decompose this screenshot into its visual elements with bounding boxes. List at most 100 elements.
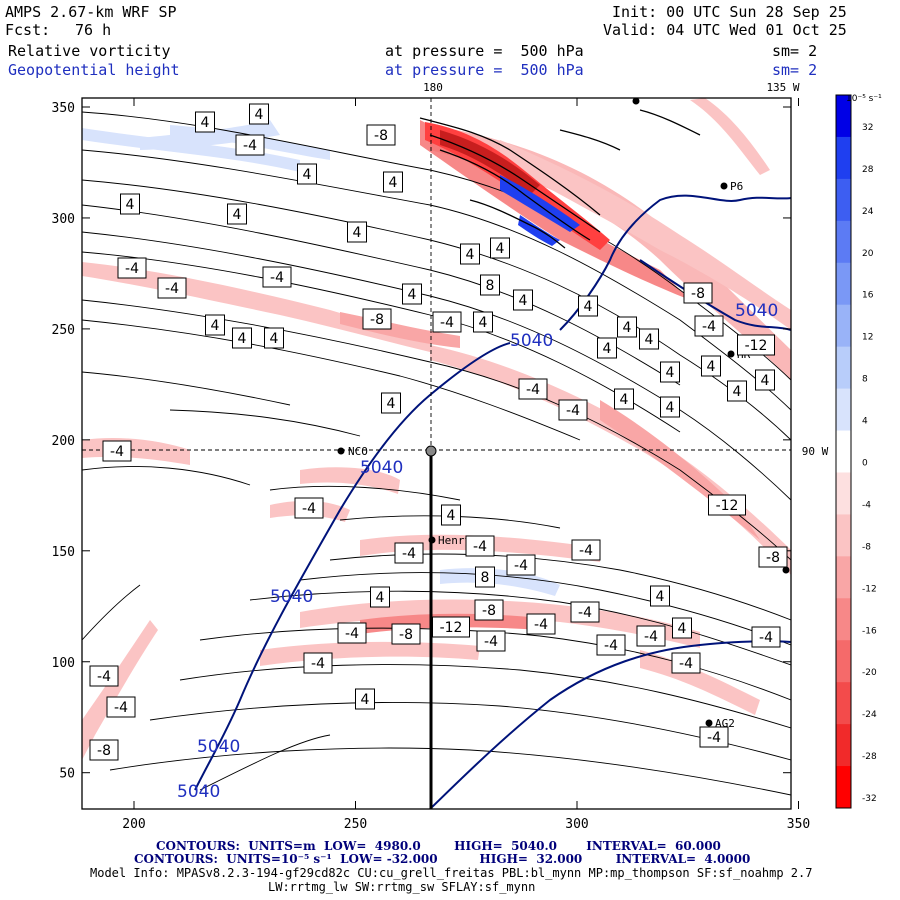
colorbar-label: 32 bbox=[862, 123, 873, 133]
vorticity-label: 4 bbox=[623, 320, 632, 336]
colorbar-label: 24 bbox=[862, 207, 874, 217]
vorticity-label: -8 bbox=[691, 286, 705, 302]
forecast-label: Fcst: bbox=[5, 21, 51, 39]
vorticity-label: -4 bbox=[345, 626, 359, 642]
vorticity-label: -12 bbox=[440, 620, 463, 636]
graticule bbox=[82, 98, 791, 451]
colorbar-label: 16 bbox=[862, 291, 874, 301]
colorbar-label: -28 bbox=[862, 752, 877, 762]
vort-shade-red bbox=[300, 599, 700, 648]
lon-180-label: 180 bbox=[423, 81, 443, 94]
vorticity-label-box bbox=[660, 361, 680, 383]
colorbar-segment bbox=[836, 220, 851, 264]
colorbar-frame bbox=[835, 94, 852, 809]
vorticity-label: -4 bbox=[302, 501, 316, 517]
vorticity-label-box bbox=[294, 497, 324, 519]
vorticity-label-box bbox=[490, 237, 510, 259]
colorbar-segment bbox=[836, 304, 851, 348]
vorticity-label: -4 bbox=[534, 617, 548, 633]
vorticity-label-box bbox=[727, 380, 747, 402]
colorbar-label: -4 bbox=[862, 500, 871, 510]
vorticity-label: 4 bbox=[666, 400, 675, 416]
cross-section-origin bbox=[425, 445, 437, 457]
colorbar-segment bbox=[836, 598, 851, 641]
vorticity-label: -4 bbox=[243, 138, 257, 154]
colorbar-segment bbox=[836, 262, 851, 306]
vorticity-label-box bbox=[475, 566, 495, 588]
vorticity-label-box bbox=[355, 688, 375, 710]
vorticity-label-box bbox=[518, 378, 548, 400]
lon-135w-label: 135 W bbox=[766, 81, 799, 94]
vorticity-label-box bbox=[474, 599, 504, 621]
vorticity-label: -4 bbox=[165, 281, 179, 297]
vorticity-label: 4 bbox=[645, 332, 654, 348]
station-marker bbox=[337, 447, 345, 455]
height-labels: 5040 5040 5040 5040 5040 5040 bbox=[177, 301, 778, 802]
geopotential-height-contours bbox=[194, 194, 791, 809]
colorbar-segment bbox=[836, 724, 851, 767]
vorticity-label-box bbox=[660, 396, 680, 418]
vorticity-label: 4 bbox=[408, 287, 417, 303]
vorticity-label: 4 bbox=[447, 508, 456, 524]
vorticity-label-box bbox=[362, 308, 392, 330]
colorbar-segment bbox=[836, 682, 851, 725]
vorticity-label-box bbox=[157, 277, 187, 299]
colorbar-segment bbox=[836, 766, 851, 809]
vorticity-label-box bbox=[671, 652, 701, 674]
y-tick-label: 50 bbox=[59, 767, 75, 782]
vorticity-label-box bbox=[751, 626, 781, 648]
vorticity-label: -8 bbox=[374, 128, 388, 144]
station-label: NCO bbox=[348, 445, 368, 458]
y-tick-label: 250 bbox=[52, 323, 75, 338]
vorticity-label: 4 bbox=[211, 318, 220, 334]
vorticity-label: -4 bbox=[526, 382, 540, 398]
vorticity-label: -4 bbox=[679, 656, 693, 672]
vorticity-label-box bbox=[558, 399, 588, 421]
vorticity-label-box bbox=[596, 634, 626, 656]
y-tick-label: 300 bbox=[52, 212, 75, 227]
x-tick-label: 250 bbox=[344, 817, 367, 832]
vort-shade-blue bbox=[140, 120, 280, 150]
vorticity-label: 4 bbox=[238, 331, 247, 347]
colorbar-label: -20 bbox=[862, 668, 877, 678]
vorticity-label-box bbox=[249, 103, 269, 125]
vorticity-label: -8 bbox=[97, 743, 111, 759]
vorticity-label: -4 bbox=[578, 605, 592, 621]
colorbar-segment bbox=[836, 346, 851, 390]
vorticity-label: 4 bbox=[233, 207, 242, 223]
height-contour-5040-south bbox=[429, 640, 791, 809]
vorticity-label-box bbox=[571, 539, 601, 561]
vorticity-label-box bbox=[465, 535, 495, 557]
vorticity-label-box bbox=[614, 388, 634, 410]
y-tick-label: 350 bbox=[52, 101, 75, 116]
vorticity-contour-info: CONTOURS: UNITS=10⁻⁵ s⁻¹ LOW= -32.000 HI… bbox=[134, 852, 751, 866]
init-time: Init: 00 UTC Sun 28 Sep 25 bbox=[612, 3, 847, 21]
vorticity-label-box bbox=[106, 696, 136, 718]
vorticity-label-box bbox=[636, 625, 666, 647]
vorticity-label: -8 bbox=[482, 603, 496, 619]
vort-shade-red bbox=[82, 620, 158, 760]
vorticity-label: -4 bbox=[759, 630, 773, 646]
vorticity-label-box bbox=[195, 111, 215, 133]
vort-shade-red bbox=[500, 140, 791, 330]
height-label: 5040 bbox=[360, 458, 403, 478]
vorticity-label-box bbox=[297, 163, 317, 185]
vorticity-label: 4 bbox=[353, 225, 362, 241]
vorticity-label: -8 bbox=[766, 550, 780, 566]
vorticity-label: 8 bbox=[486, 278, 495, 294]
vorticity-label-box bbox=[701, 355, 721, 377]
field2-smoothing: sm= 2 bbox=[772, 61, 818, 79]
station-marker bbox=[782, 566, 790, 574]
vorticity-label-box bbox=[227, 203, 247, 225]
vorticity-label-box bbox=[205, 314, 225, 336]
valid-time: Valid: 04 UTC Wed 01 Oct 25 bbox=[603, 21, 847, 39]
vorticity-label-box bbox=[432, 311, 462, 333]
vorticity-label-box bbox=[432, 616, 470, 638]
height-label: 5040 bbox=[735, 301, 778, 321]
colorbar-segment bbox=[836, 136, 851, 180]
vorticity-label-box bbox=[262, 266, 292, 288]
colorbar-label: -24 bbox=[862, 710, 877, 720]
height-contour-info: CONTOURS: UNITS=m LOW= 4980.0 HIGH= 5040… bbox=[156, 839, 721, 853]
vorticity-label: -4 bbox=[440, 315, 454, 331]
